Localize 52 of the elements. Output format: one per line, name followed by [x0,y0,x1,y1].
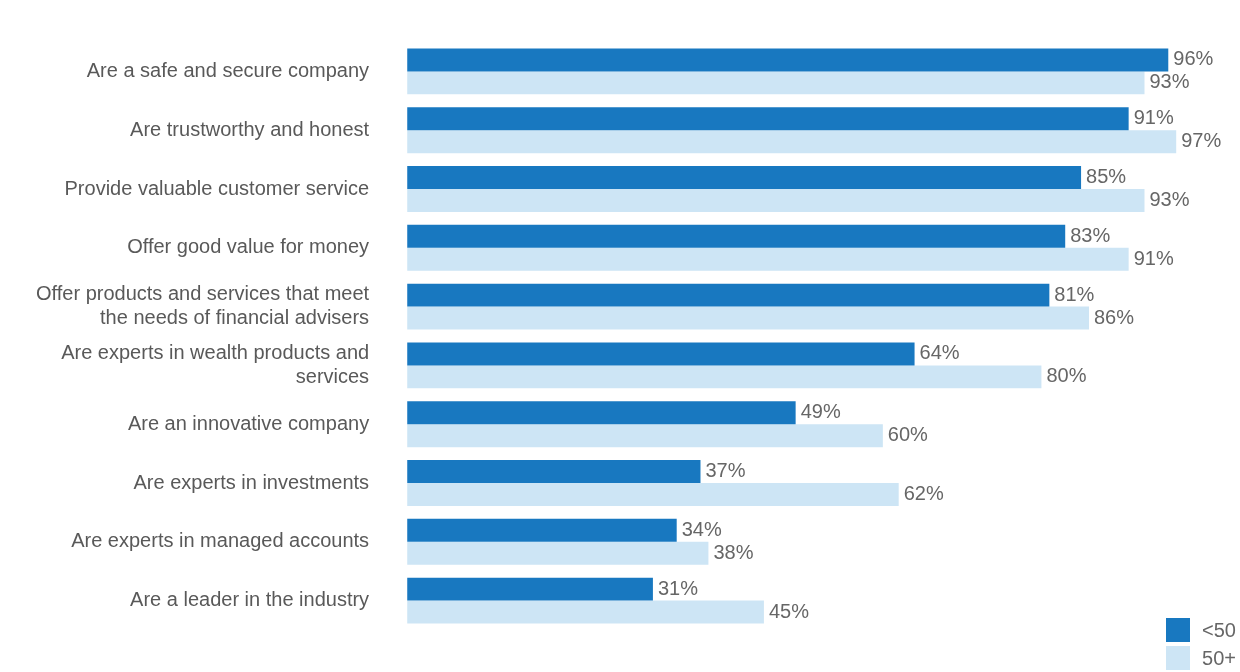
bar [407,107,1129,131]
data-label: 85% [1086,165,1127,188]
y-tick-label: Are experts in wealth products and services [61,340,370,387]
legend-label: 50+ [1202,646,1236,670]
data-label: 62% [903,481,944,504]
bar [407,342,915,366]
data-label: 60% [887,423,929,446]
bar [407,166,1082,189]
bar [407,48,1169,72]
data-label: 38% [713,540,754,563]
data-label: 64% [919,341,960,364]
data-label: 83% [1070,223,1111,246]
bar [407,401,796,425]
bar [407,460,701,483]
bar [407,424,883,448]
data-label: 93% [1149,187,1190,210]
data-label: 96% [1173,47,1214,70]
bar [407,577,653,601]
data-label: 93% [1149,70,1190,93]
y-tick-label: Are experts in investments [133,470,370,493]
bar [407,189,1145,212]
bar [407,518,677,542]
bar [407,600,764,624]
bar [407,306,1089,330]
bar [407,247,1129,271]
y-tick-label: Are a safe and secure company [86,58,370,81]
bar [407,71,1145,95]
y-tick-label: Provide valuable customer service [64,176,370,199]
data-label: 37% [705,459,746,482]
legend-label: <50 [1202,618,1236,642]
bar [407,224,1066,248]
y-tick-label: Are experts in managed accounts [71,529,370,552]
bar [407,365,1042,389]
data-label: 91% [1133,106,1174,129]
data-label: 97% [1181,129,1222,152]
y-tick-label: Offer products and services that meet the needs of financial advisers [36,282,370,329]
data-label: 80% [1046,364,1087,387]
data-label: 34% [681,517,722,540]
data-label: 31% [657,576,699,599]
data-label: 45% [768,599,810,622]
data-label: 91% [1133,246,1174,269]
y-tick-label: Are an innovative company [127,411,370,434]
bar [407,483,899,506]
bar [407,541,709,565]
bar [407,130,1177,154]
data-label: 86% [1094,305,1135,328]
data-label: 81% [1054,282,1095,305]
data-label: 49% [800,400,841,423]
bar [407,283,1050,307]
y-tick-label: Are a leader in the industry [130,588,370,611]
y-tick-label: Offer good value for money [127,235,370,258]
y-tick-label: Are trustworthy and honest [130,117,370,140]
